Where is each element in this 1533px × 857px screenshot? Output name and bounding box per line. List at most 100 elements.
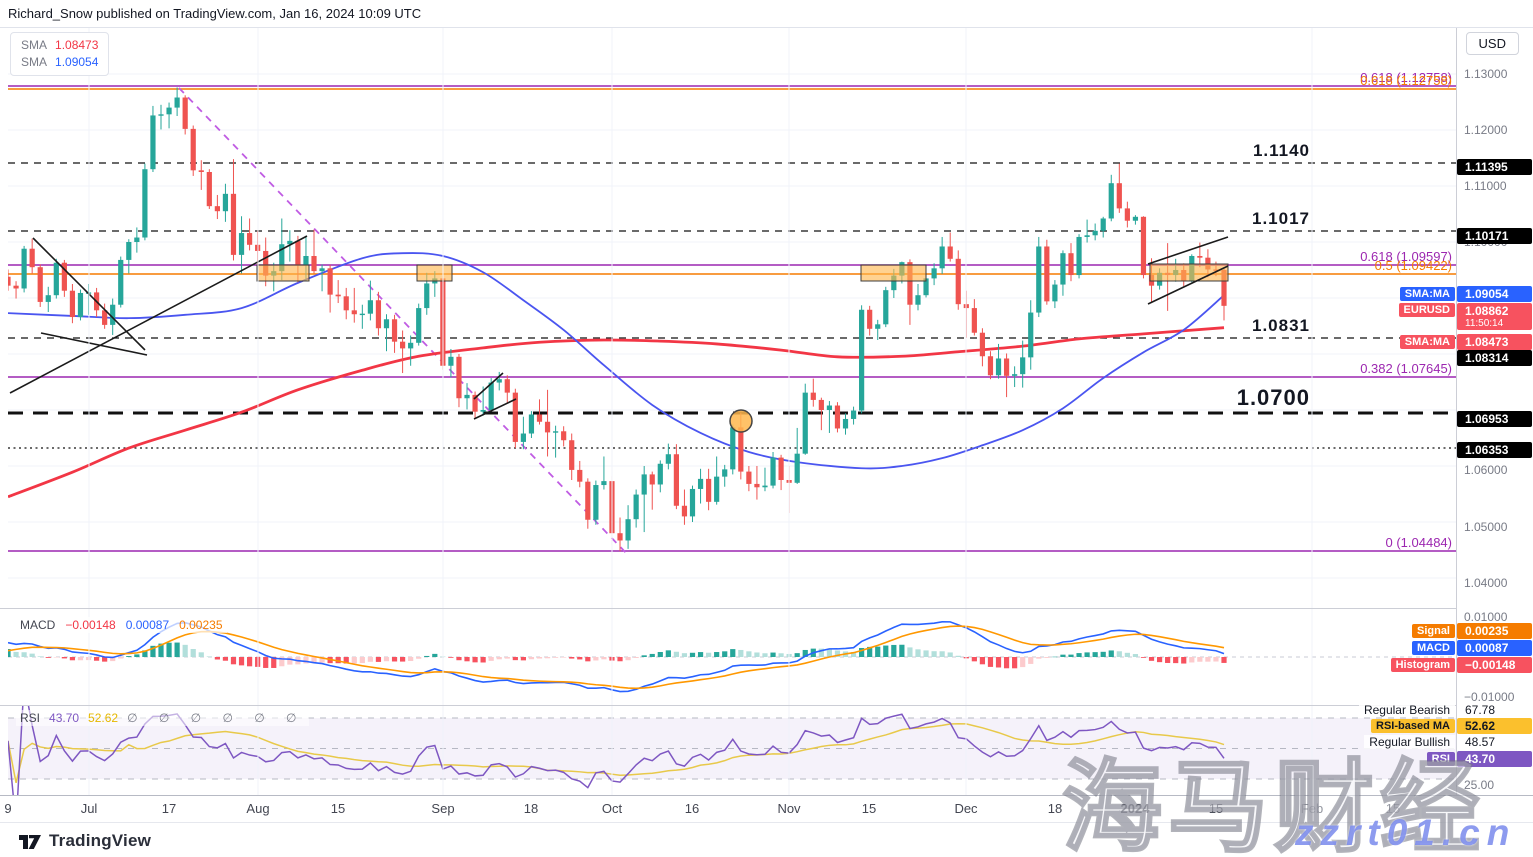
watermark-chinese: 海马财经: [1061, 751, 1486, 857]
price-level-label-1.0700: 1.0700: [1236, 385, 1310, 410]
badge-value: 1.08862 11:50:14: [1457, 303, 1532, 330]
badge-value: −0.00148: [1457, 657, 1532, 673]
time-axis-label-9: 9: [4, 801, 12, 816]
watermark-url: zzrt01.cn: [1295, 812, 1517, 853]
badge-label: EURUSD: [1398, 303, 1455, 317]
badge-value: 1.11395: [1457, 159, 1532, 175]
time-axis-label-Feb: Feb: [1300, 801, 1324, 816]
macd-indicator-legend[interactable]: MACD −0.00148 0.00087 0.00235: [16, 617, 227, 633]
sma-slow-value: 1.08473: [55, 38, 99, 52]
price-axis-label: 1.04000: [1462, 576, 1510, 590]
price-level-label-1.1017: 1.1017: [1252, 209, 1310, 228]
badge-value: 1.08473: [1457, 334, 1532, 350]
tradingview-logo-icon: [19, 834, 41, 849]
badge-label: RSI-based MA: [1371, 719, 1455, 733]
time-axis-label-Jul: Jul: [80, 801, 98, 816]
time-axis-label-15: 15: [1208, 801, 1224, 816]
badge-label: Regular Bearish: [1358, 703, 1455, 717]
fib-level-label: 0 (1.04484): [1385, 535, 1453, 550]
badge-label: RSI: [1426, 752, 1455, 766]
price-axis-label: 1.11000: [1462, 179, 1509, 193]
price-axis-label: 1.13000: [1462, 67, 1510, 81]
Histogram-axis-badge: Histogram −0.00148: [1390, 657, 1532, 673]
publish-header-text: Richard_Snow published on TradingView.co…: [8, 6, 422, 21]
badge-value: 52.62: [1457, 718, 1532, 734]
macd-name: MACD: [20, 618, 56, 632]
badge-value: 0.00087: [1457, 640, 1532, 656]
badge-label: Histogram: [1390, 658, 1455, 672]
time-axis-label-17: 17: [161, 801, 177, 816]
time-axis-label-2024: 2024: [1120, 801, 1150, 816]
RSI-based MA-axis-badge: RSI-based MA 52.62: [1371, 718, 1532, 734]
fib-level-label: 0.382 (1.07645): [1360, 361, 1452, 376]
time-axis-label-Oct: Oct: [601, 801, 623, 816]
price-axis-label: 1.06000: [1462, 463, 1510, 477]
time-axis-label-15: 15: [330, 801, 346, 816]
1.06353-axis-badge: 1.06353: [1457, 442, 1532, 458]
time-axis-label-Sep: Sep: [431, 801, 455, 816]
fib-level-label: 0.618 (1.09597): [1360, 249, 1452, 264]
badge-value: 1.10171: [1457, 228, 1532, 244]
time-axis-label-15: 15: [861, 801, 877, 816]
badge-value: 48.57: [1457, 734, 1532, 750]
rsi-name: RSI: [20, 711, 41, 725]
sma-legend[interactable]: SMA 1.08473 SMA 1.09054: [10, 32, 110, 76]
badge-value: 1.09054: [1457, 286, 1532, 302]
1.06953-axis-badge: 1.06953: [1457, 411, 1532, 427]
price-level-label-1.1140: 1.1140: [1252, 141, 1310, 160]
1.08314-axis-badge: 1.08314: [1457, 350, 1532, 366]
sma-fast-row: SMA 1.09054: [21, 54, 98, 71]
badge-value: 1.06353: [1457, 442, 1532, 458]
fib-level-label: 0.5 (1.09422): [1374, 258, 1452, 273]
rsi-indicator-legend[interactable]: RSI 43.70 52.62 ∅ ∅ ∅ ∅ ∅ ∅: [16, 710, 310, 726]
sma-fast-label: SMA: [21, 55, 48, 69]
rsi-value: 43.70: [49, 711, 80, 725]
macd-histogram-value: −0.00148: [65, 618, 116, 632]
price-axis-label: 1.05000: [1462, 520, 1510, 534]
badge-value: 0.00235: [1457, 623, 1532, 639]
publish-header: Richard_Snow published on TradingView.co…: [0, 0, 1533, 28]
currency-axis-button[interactable]: USD: [1465, 32, 1519, 55]
badge-label: SMA:MA: [1399, 287, 1455, 301]
sma-slow-label: SMA: [21, 38, 48, 52]
badge-label: MACD: [1412, 641, 1455, 655]
1.10171-axis-badge: 1.10171: [1457, 228, 1532, 244]
badge-time: 11:50:14: [1465, 318, 1504, 329]
badge-label: SMA:MA: [1399, 335, 1455, 349]
sma-fast-value: 1.09054: [55, 55, 99, 69]
badge-label: Regular Bullish: [1364, 735, 1455, 749]
price-axis-label: 1.12000: [1462, 123, 1510, 137]
macd-line-value: 0.00087: [125, 618, 170, 632]
badge-value: 43.70: [1457, 751, 1532, 767]
MACD-axis-badge: MACD 0.00087: [1412, 640, 1532, 656]
tradingview-attribution[interactable]: TradingView: [18, 831, 151, 851]
RSI-axis-badge: RSI 43.70: [1426, 751, 1532, 767]
price-axis-label: 25.00: [1462, 778, 1497, 792]
time-axis-label-16: 16: [684, 801, 700, 816]
time-axis-label-Nov: Nov: [777, 801, 801, 816]
badge-value: 67.78: [1457, 702, 1532, 718]
price-level-label-1.0831: 1.0831: [1252, 316, 1310, 335]
Regular Bullish-axis-badge: Regular Bullish 48.57: [1364, 734, 1532, 750]
time-axis-label-Aug: Aug: [246, 801, 270, 816]
SMA:MA-axis-badge: SMA:MA 1.08473: [1399, 334, 1532, 350]
time-axis-label-18: 18: [523, 801, 539, 816]
Signal-axis-badge: Signal 0.00235: [1411, 623, 1532, 639]
rsi-divergence-empty-marks: ∅ ∅ ∅ ∅ ∅ ∅: [127, 711, 306, 725]
EURUSD-axis-badge: EURUSD 1.08862 11:50:14: [1398, 303, 1532, 330]
time-axis-label-18: 18: [1047, 801, 1063, 816]
fib-level-label: 0.618 (1.12758): [1360, 73, 1452, 88]
price-axis-label: −0.01000: [1462, 690, 1517, 704]
SMA:MA-axis-badge: SMA:MA 1.09054: [1399, 286, 1532, 302]
sma-slow-row: SMA 1.08473: [21, 37, 98, 54]
badge-value: 1.06953: [1457, 411, 1532, 427]
price-axis-label: 0.01000: [1462, 610, 1510, 624]
Regular Bearish-axis-badge: Regular Bearish 67.78: [1358, 702, 1532, 718]
badge-label: Signal: [1411, 624, 1455, 638]
tradingview-logo-text: TradingView: [49, 831, 152, 850]
fib-level-label: 0.618 (1.12758): [1360, 70, 1452, 85]
1.11395-axis-badge: 1.11395: [1457, 159, 1532, 175]
time-axis-label-Dec: Dec: [954, 801, 978, 816]
